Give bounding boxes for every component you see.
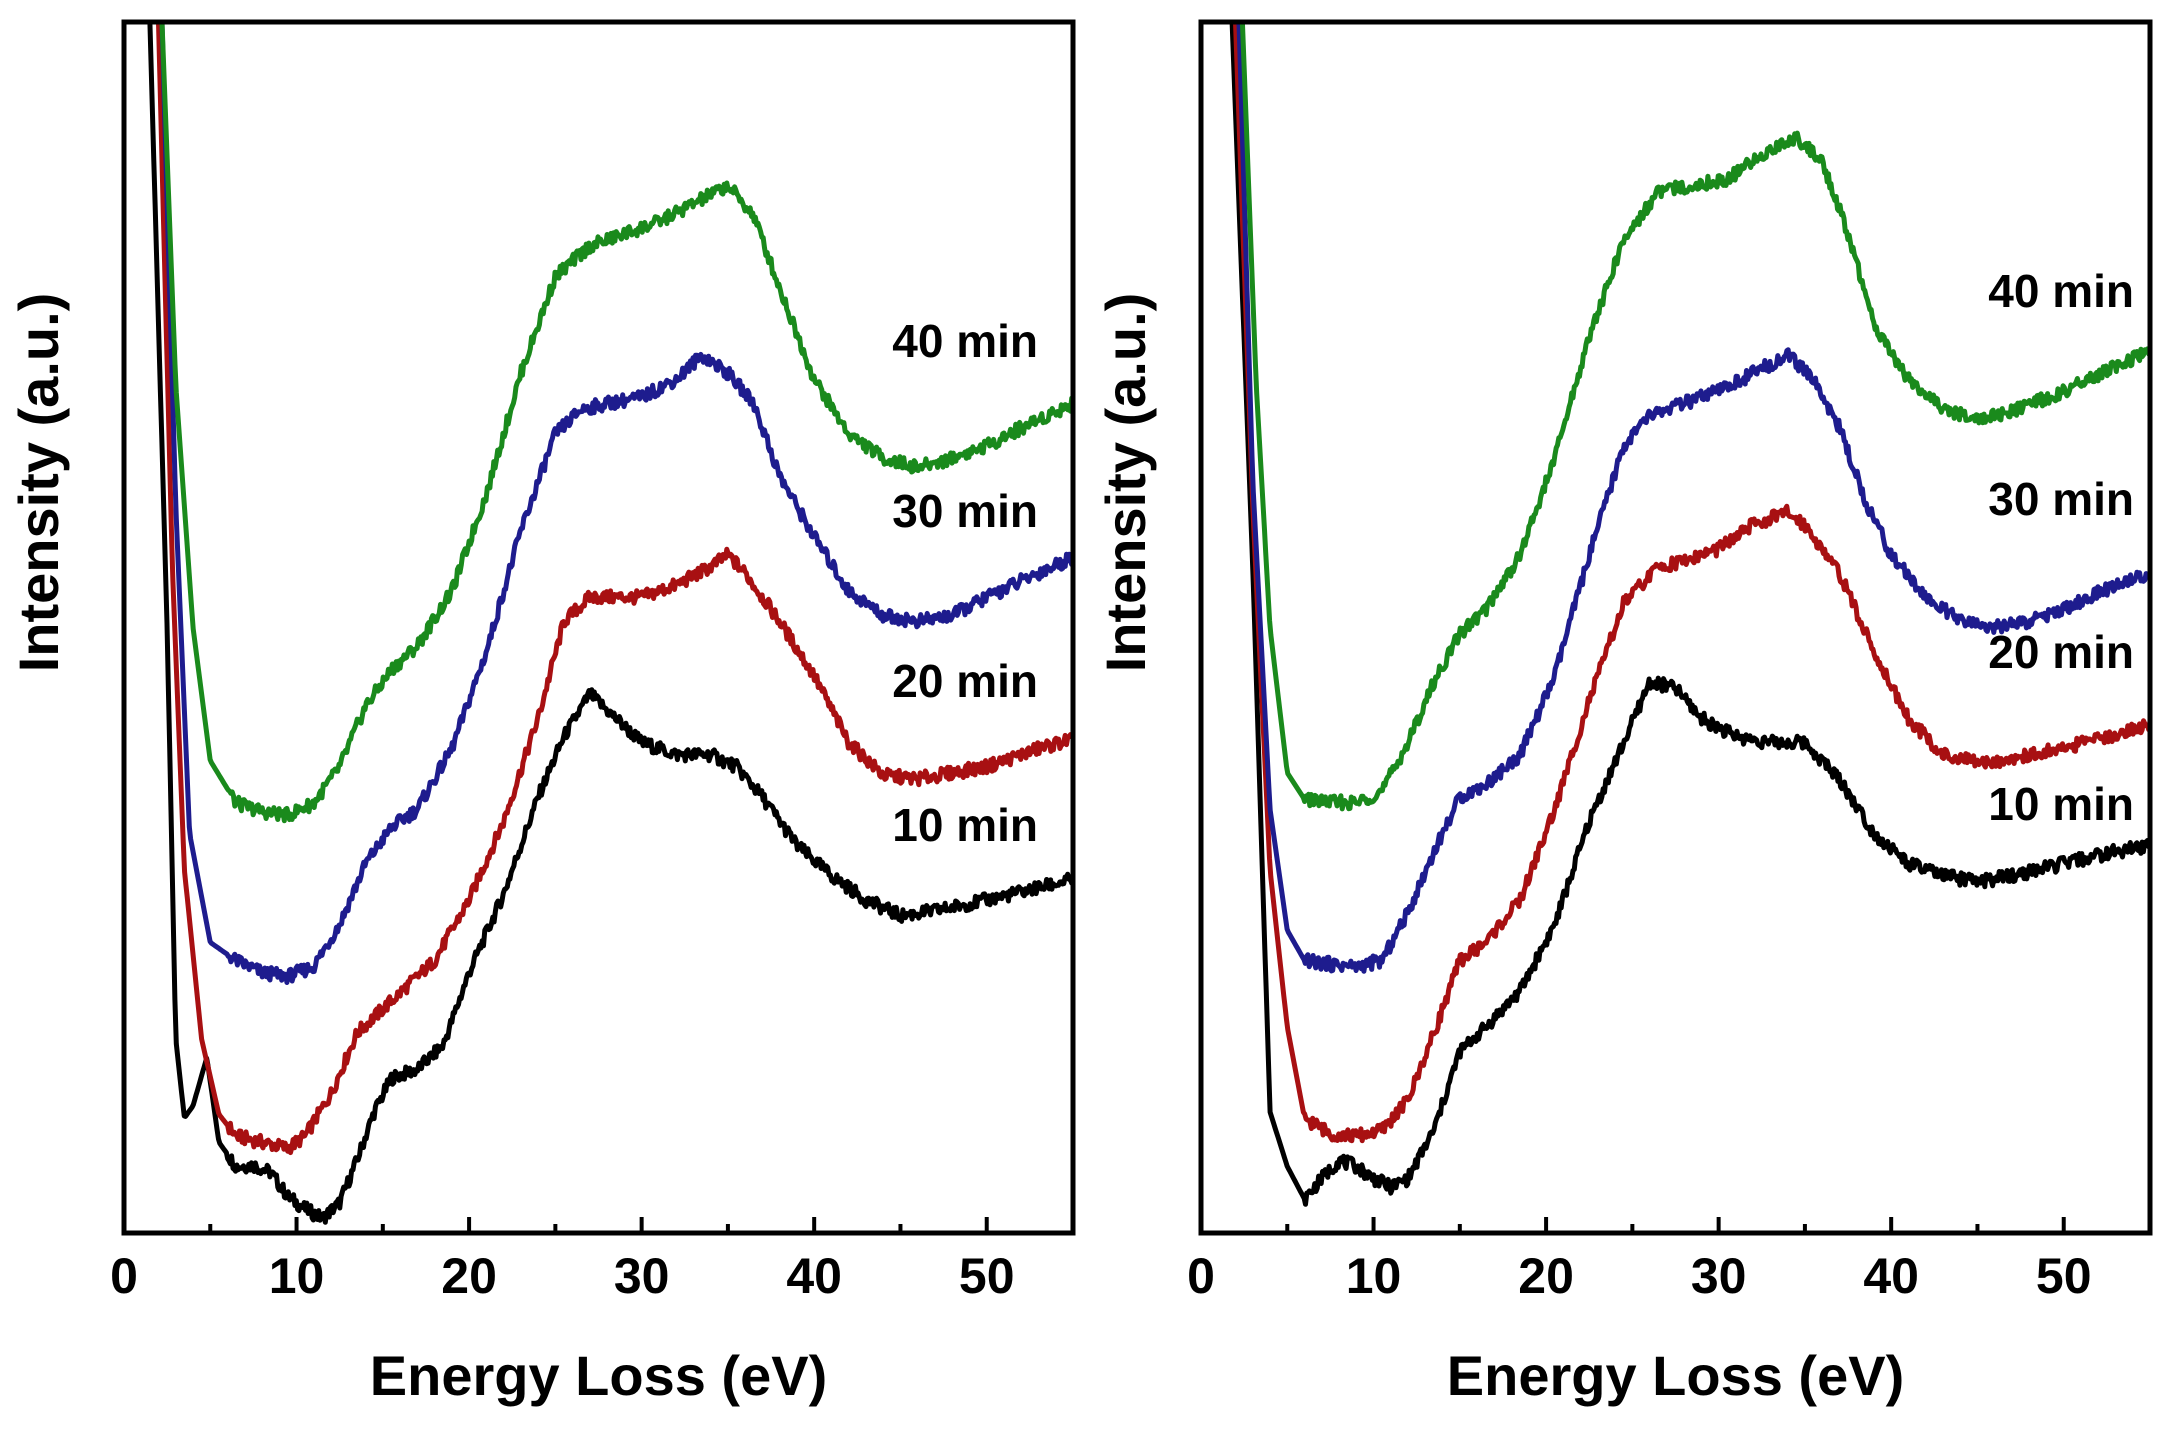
x-axis-title: Energy Loss (eV) [370,1344,827,1407]
series-label-10-min: 10 min [1988,778,2134,830]
series-label-20-min: 20 min [1988,626,2134,678]
x-tick-label: 20 [1518,1248,1574,1304]
series-label-10-min: 10 min [892,799,1038,851]
plot-frame [121,19,1076,1236]
x-tick-label: 40 [1863,1248,1919,1304]
series-line-40-min [159,22,1073,824]
series-line-10-min [1229,22,2150,1207]
y-axis-title: Intensity (a.u.) [1094,293,1157,673]
series-line-30-min [1236,22,2150,974]
series-line-10-min [147,22,1073,1225]
left-chart-panel: 0 10 20 30 40 50 Energy Loss (eV) Intensity (a.… [7,19,1076,1407]
x-tick-label: 10 [1346,1248,1402,1304]
x-tick-label: 40 [786,1248,842,1304]
series-label-40-min: 40 min [892,315,1038,367]
series-label-30-min: 30 min [1988,473,2134,525]
series-label-40-min: 40 min [1988,265,2134,317]
x-tick-label: 30 [1691,1248,1747,1304]
series-line-30-min [159,22,1073,985]
x-tick-label: 50 [2036,1248,2092,1304]
series-label-30-min: 30 min [892,485,1038,537]
series-label-20-min: 20 min [892,655,1038,707]
x-tick-label: 30 [614,1248,670,1304]
series-line-20-min [156,22,1073,1156]
x-tick-label: 20 [441,1248,497,1304]
y-axis-title: Intensity (a.u.) [7,293,70,673]
plot-frame [1198,19,2153,1236]
series-line-40-min [1239,22,2150,812]
right-chart-panel: 0 10 20 30 40 50 Energy Loss (eV) Intensity (a.… [1094,19,2153,1407]
x-tick-label: 10 [269,1248,325,1304]
x-tick-label: 50 [959,1248,1015,1304]
x-tick-label: 0 [110,1248,138,1304]
series-line-20-min [1233,22,2150,1144]
x-tick-label: 0 [1187,1248,1215,1304]
x-axis-title: Energy Loss (eV) [1447,1344,1904,1407]
